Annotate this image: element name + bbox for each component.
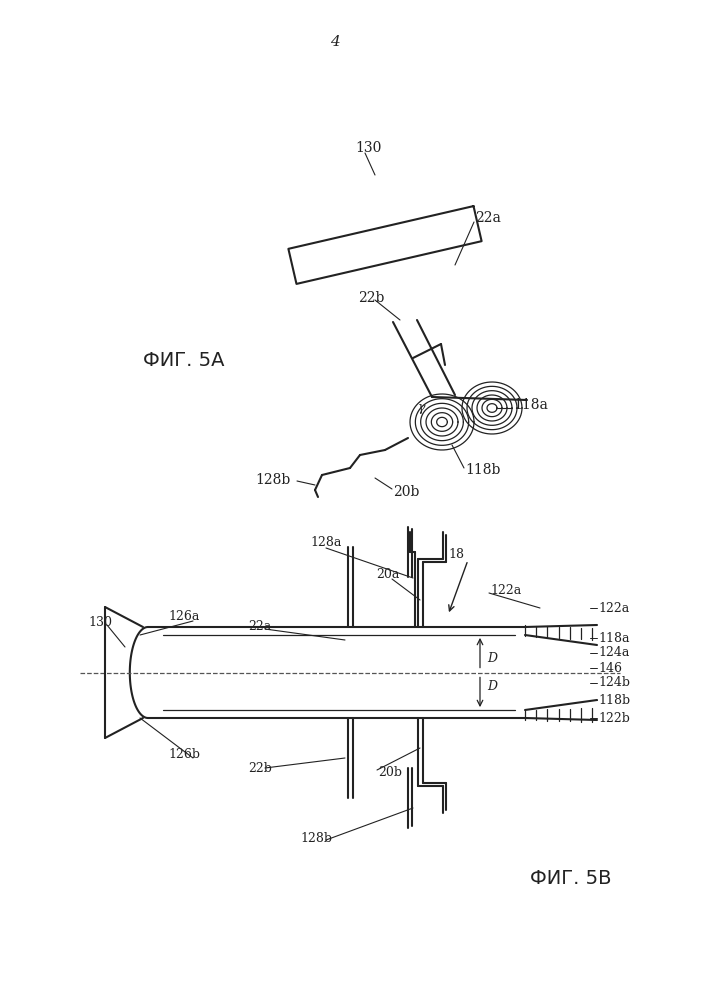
Text: ФИГ. 5В: ФИГ. 5В [530, 868, 611, 888]
Text: 118b: 118b [465, 463, 501, 477]
Text: 126b: 126b [168, 748, 200, 762]
Text: 118a: 118a [598, 632, 630, 645]
Text: D: D [487, 680, 497, 693]
Text: 22a: 22a [248, 619, 271, 633]
Text: 128b: 128b [255, 473, 290, 487]
Text: 122b: 122b [598, 712, 630, 724]
Text: 118a: 118a [513, 398, 548, 412]
Text: 118b: 118b [598, 694, 630, 706]
Text: 22b: 22b [358, 291, 384, 305]
Text: D: D [487, 652, 497, 665]
Text: 122a: 122a [598, 601, 629, 614]
Text: 128a: 128a [310, 536, 342, 550]
Text: γ: γ [418, 401, 426, 414]
Text: 22b: 22b [248, 762, 272, 774]
Text: 126a: 126a [168, 610, 199, 624]
Text: 22a: 22a [475, 211, 501, 225]
Text: 124a: 124a [598, 647, 629, 660]
Text: 128b: 128b [300, 832, 332, 844]
Text: 124b: 124b [598, 676, 630, 690]
Text: 20b: 20b [378, 766, 402, 780]
Text: 18: 18 [448, 548, 464, 562]
Text: 4: 4 [330, 35, 340, 49]
Text: 20b: 20b [393, 485, 419, 499]
Text: 122a: 122a [490, 584, 521, 596]
Text: 20a: 20a [376, 568, 400, 582]
Text: ФИГ. 5А: ФИГ. 5А [143, 351, 225, 369]
Text: 130: 130 [355, 141, 381, 155]
Text: 146: 146 [598, 662, 622, 674]
Text: 130: 130 [88, 615, 112, 629]
